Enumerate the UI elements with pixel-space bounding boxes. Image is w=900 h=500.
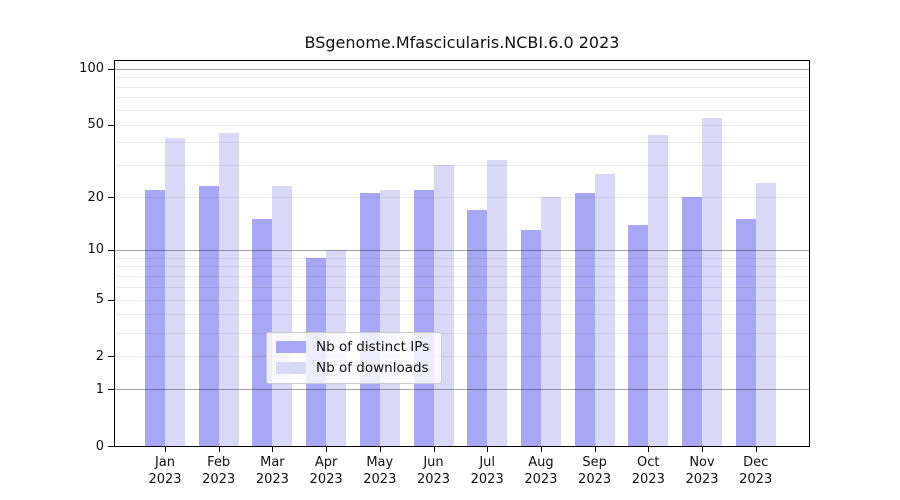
bar-downloads-feb: [218, 132, 239, 446]
bar-distinct-ips-feb: [198, 186, 219, 446]
x-tick-mar: [272, 447, 274, 452]
bar-downloads-dec: [755, 182, 776, 446]
x-tick-nov: [702, 447, 703, 452]
bar-distinct-ips-jan: [145, 189, 165, 446]
legend-label-distinct-ips: Nb of distinct IPs: [316, 339, 430, 355]
y-tick-label-0: 0: [95, 438, 104, 454]
x-tick-feb: [218, 447, 220, 452]
y-tick-label-1: 1: [95, 381, 104, 397]
x-tick-may: [379, 447, 381, 452]
bar-distinct-ips-jun: [413, 189, 434, 446]
y-tick-label-5: 5: [95, 292, 104, 307]
y-tick-label-50: 50: [87, 117, 104, 132]
x-tick-label-mar: Mar 2023: [255, 455, 289, 487]
bar-downloads-aug: [540, 197, 561, 446]
bar-downloads-sep: [594, 173, 615, 446]
x-tick-label-jun: Jun 2023: [416, 455, 451, 487]
x-tick-oct: [648, 447, 650, 452]
legend-swatch-downloads: [276, 362, 306, 374]
gridline-minor-90: [115, 77, 809, 79]
y-tick-10: [108, 249, 114, 251]
bar-downloads-jan: [165, 138, 185, 446]
bar-downloads-jun: [433, 165, 454, 446]
legend-swatch-distinct-ips: [276, 341, 306, 353]
x-tick-label-aug: Aug 2023: [524, 455, 558, 487]
bar-downloads-mar: [272, 186, 293, 446]
bar-distinct-ips-oct: [628, 224, 649, 446]
x-tick-label-sep: Sep 2023: [578, 455, 612, 487]
y-tick-label-20: 20: [87, 189, 104, 205]
x-tick-aug: [540, 447, 542, 452]
x-tick-label-may: May 2023: [363, 455, 397, 487]
chart-title: BSgenome.Mfascicularis.NCBI.6.0 2023: [304, 33, 620, 52]
bar-distinct-ips-may: [359, 193, 380, 446]
bar-distinct-ips-aug: [520, 230, 541, 446]
x-tick-label-jul: Jul 2023: [470, 455, 504, 487]
x-tick-jul: [487, 447, 489, 452]
gridline-minor-70: [115, 97, 809, 99]
x-tick-label-nov: Nov 2023: [685, 455, 719, 487]
legend: Nb of distinct IPs Nb of downloads: [266, 332, 443, 384]
bar-distinct-ips-dec: [735, 219, 756, 446]
bar-downloads-nov: [702, 118, 722, 446]
plot-area: [114, 60, 810, 447]
legend-label-downloads: Nb of downloads: [316, 360, 429, 376]
x-tick-jan: [165, 447, 166, 452]
y-tick-50: [108, 124, 114, 126]
x-tick-label-apr: Apr 2023: [309, 455, 343, 487]
x-tick-label-oct: Oct 2023: [631, 455, 665, 487]
gridline-minor-80: [115, 86, 809, 88]
x-tick-sep: [594, 447, 596, 452]
y-tick-2: [108, 356, 114, 358]
x-tick-dec: [755, 447, 757, 452]
y-tick-5: [108, 299, 114, 301]
legend-item-downloads: Nb of downloads: [276, 360, 429, 376]
y-tick-20: [108, 197, 114, 198]
x-tick-label-jan: Jan 2023: [148, 455, 182, 487]
y-tick-1: [108, 389, 114, 391]
x-tick-label-dec: Dec 2023: [739, 455, 773, 487]
y-tick-label-2: 2: [95, 348, 104, 364]
bar-distinct-ips-mar: [252, 219, 273, 446]
bar-distinct-ips-jul: [467, 209, 488, 446]
gridline-major-100: [115, 68, 809, 70]
x-tick-label-feb: Feb 2023: [202, 455, 236, 487]
y-tick-100: [108, 68, 114, 70]
bar-downloads-may: [379, 189, 400, 446]
legend-item-distinct-ips: Nb of distinct IPs: [276, 339, 429, 355]
bar-downloads-oct: [648, 134, 669, 446]
bar-distinct-ips-nov: [682, 197, 702, 446]
y-tick-label-10: 10: [87, 242, 104, 258]
y-tick-0: [108, 446, 114, 447]
bar-distinct-ips-sep: [574, 193, 595, 446]
bar-downloads-jul: [487, 160, 508, 446]
x-tick-apr: [326, 447, 328, 452]
x-tick-jun: [433, 447, 435, 452]
gridline-minor-60: [115, 109, 809, 111]
y-tick-label-100: 100: [79, 61, 104, 77]
